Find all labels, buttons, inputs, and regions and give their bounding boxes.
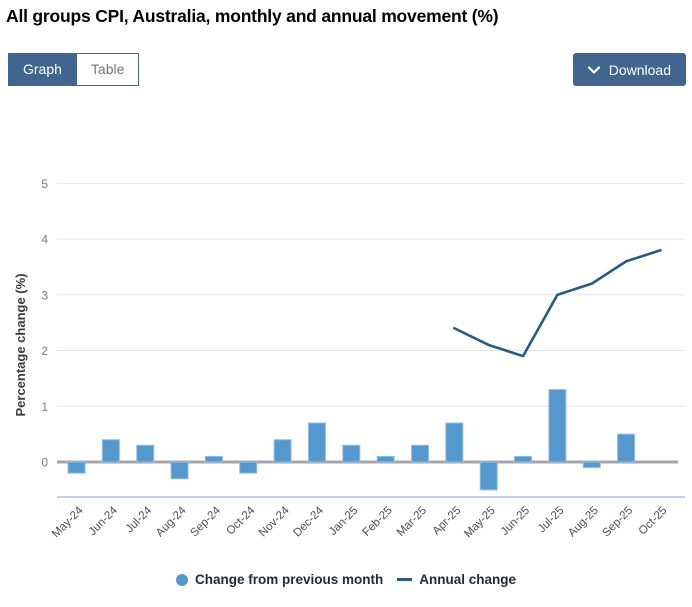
x-tick-label-Sep-24: Sep-24 (188, 504, 223, 539)
x-tick-label-May-25: May-25 (462, 505, 498, 541)
bar-Aug-25[interactable] (582, 461, 601, 469)
bar-Jan-25[interactable] (342, 444, 361, 463)
bar-Jul-25[interactable] (548, 389, 567, 463)
bar-Nov-24[interactable] (273, 439, 292, 463)
bar-Jun-24[interactable] (101, 439, 120, 463)
bar-Feb-25[interactable] (376, 455, 395, 463)
x-tick-label-Dec-24: Dec-24 (291, 504, 326, 539)
download-button[interactable]: Download (572, 53, 686, 86)
x-tick-label-Jul-24: Jul-24 (124, 504, 155, 535)
download-label: Download (608, 61, 671, 78)
chevron-down-icon (587, 65, 600, 74)
x-tick-label-Oct-24: Oct-24 (224, 504, 257, 537)
y-tick-label-1: 1 (41, 400, 48, 414)
x-tick-label-Aug-25: Aug-25 (566, 505, 601, 540)
chart-legend: Change from previous month Annual change (0, 572, 692, 587)
y-tick-label-3: 3 (41, 288, 48, 302)
x-tick-label-Jun-25: Jun-25 (499, 505, 532, 538)
tab-graph[interactable]: Graph (9, 54, 76, 85)
tab-table[interactable]: Table (75, 54, 139, 85)
bar-May-24[interactable] (67, 461, 86, 474)
bar-Mar-25[interactable] (411, 444, 429, 463)
legend-monthly-label: Change from previous month (194, 572, 384, 587)
y-tick-label-2: 2 (41, 344, 48, 358)
y-tick-label-5: 5 (41, 177, 48, 191)
page-title: All groups CPI, Australia, monthly and a… (6, 6, 499, 26)
legend-annual-label: Annual change (419, 572, 517, 587)
bar-Sep-25[interactable] (617, 433, 636, 463)
bar-Jul-24[interactable] (136, 444, 155, 463)
x-tick-label-Apr-25: Apr-25 (431, 505, 464, 538)
bar-Oct-24[interactable] (239, 461, 258, 474)
annual-change-line[interactable] (453, 248, 662, 358)
toolbar: Graph Table Download (8, 53, 686, 86)
legend-dot-icon (175, 573, 188, 586)
bar-Dec-24[interactable] (307, 422, 326, 463)
bar-Apr-25[interactable] (445, 422, 464, 463)
x-tick-label-Aug-24: Aug-24 (154, 504, 189, 539)
x-tick-label-Feb-25: Feb-25 (361, 505, 395, 539)
bar-Aug-24[interactable] (170, 461, 189, 480)
x-tick-label-Sep-25: Sep-25 (601, 505, 636, 540)
x-tick-label-Jan-25: Jan-25 (327, 505, 360, 538)
legend-line-icon (397, 578, 413, 581)
x-tick-label-Oct-25: Oct-25 (637, 505, 670, 538)
bar-Jun-25[interactable] (514, 455, 533, 463)
graph-table-toggle: Graph Table (8, 53, 140, 86)
y-tick-label-4: 4 (41, 233, 48, 247)
y-axis-title: Percentage change (%) (13, 273, 28, 416)
x-tick-label-May-24: May-24 (50, 504, 86, 540)
x-tick-label-Nov-24: Nov-24 (257, 504, 292, 539)
bar-Sep-24[interactable] (204, 455, 223, 463)
x-tick-label-Jun-24: Jun-24 (87, 504, 121, 538)
bar-May-25[interactable] (479, 461, 498, 491)
x-tick-label-Jul-25: Jul-25 (536, 505, 567, 536)
x-tick-label-Mar-25: Mar-25 (395, 505, 429, 539)
y-tick-label-0: 0 (41, 456, 48, 470)
